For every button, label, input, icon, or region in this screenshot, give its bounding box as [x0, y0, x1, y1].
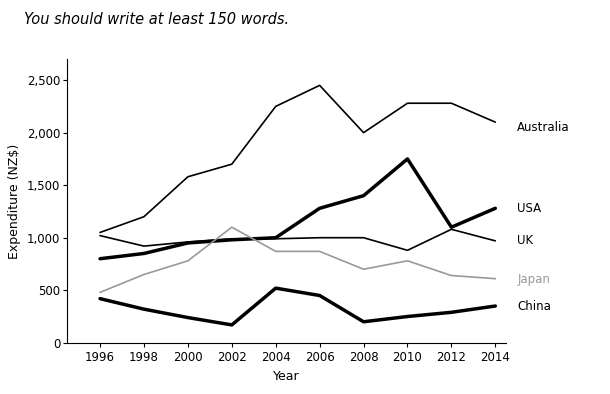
X-axis label: Year: Year: [273, 370, 300, 383]
Y-axis label: Expenditure (NZ$): Expenditure (NZ$): [8, 143, 21, 258]
Text: USA: USA: [517, 202, 542, 215]
Text: You should write at least 150 words.: You should write at least 150 words.: [24, 12, 290, 27]
Text: Japan: Japan: [517, 273, 550, 286]
Text: China: China: [517, 299, 551, 312]
Text: UK: UK: [517, 234, 533, 247]
Text: Australia: Australia: [517, 121, 570, 134]
